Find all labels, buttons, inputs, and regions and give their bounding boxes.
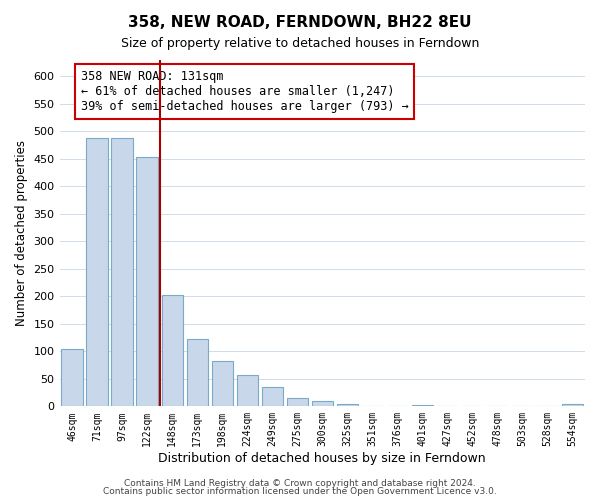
Text: 358, NEW ROAD, FERNDOWN, BH22 8EU: 358, NEW ROAD, FERNDOWN, BH22 8EU xyxy=(128,15,472,30)
Bar xyxy=(311,402,333,406)
Y-axis label: Number of detached properties: Number of detached properties xyxy=(15,140,28,326)
Bar xyxy=(161,296,183,406)
Text: Contains public sector information licensed under the Open Government Licence v3: Contains public sector information licen… xyxy=(103,487,497,496)
Bar xyxy=(61,348,83,406)
Bar xyxy=(236,375,258,406)
Bar xyxy=(412,404,433,406)
Bar xyxy=(337,404,358,406)
Text: 358 NEW ROAD: 131sqm
← 61% of detached houses are smaller (1,247)
39% of semi-de: 358 NEW ROAD: 131sqm ← 61% of detached h… xyxy=(80,70,409,114)
Text: Contains HM Land Registry data © Crown copyright and database right 2024.: Contains HM Land Registry data © Crown c… xyxy=(124,478,476,488)
Bar xyxy=(187,340,208,406)
Bar xyxy=(86,138,108,406)
Text: Size of property relative to detached houses in Ferndown: Size of property relative to detached ho… xyxy=(121,38,479,51)
Bar xyxy=(212,360,233,406)
Bar xyxy=(136,158,158,406)
X-axis label: Distribution of detached houses by size in Ferndown: Distribution of detached houses by size … xyxy=(158,452,486,465)
Bar xyxy=(562,404,583,406)
Bar xyxy=(112,138,133,406)
Bar xyxy=(262,386,283,406)
Bar xyxy=(287,398,308,406)
